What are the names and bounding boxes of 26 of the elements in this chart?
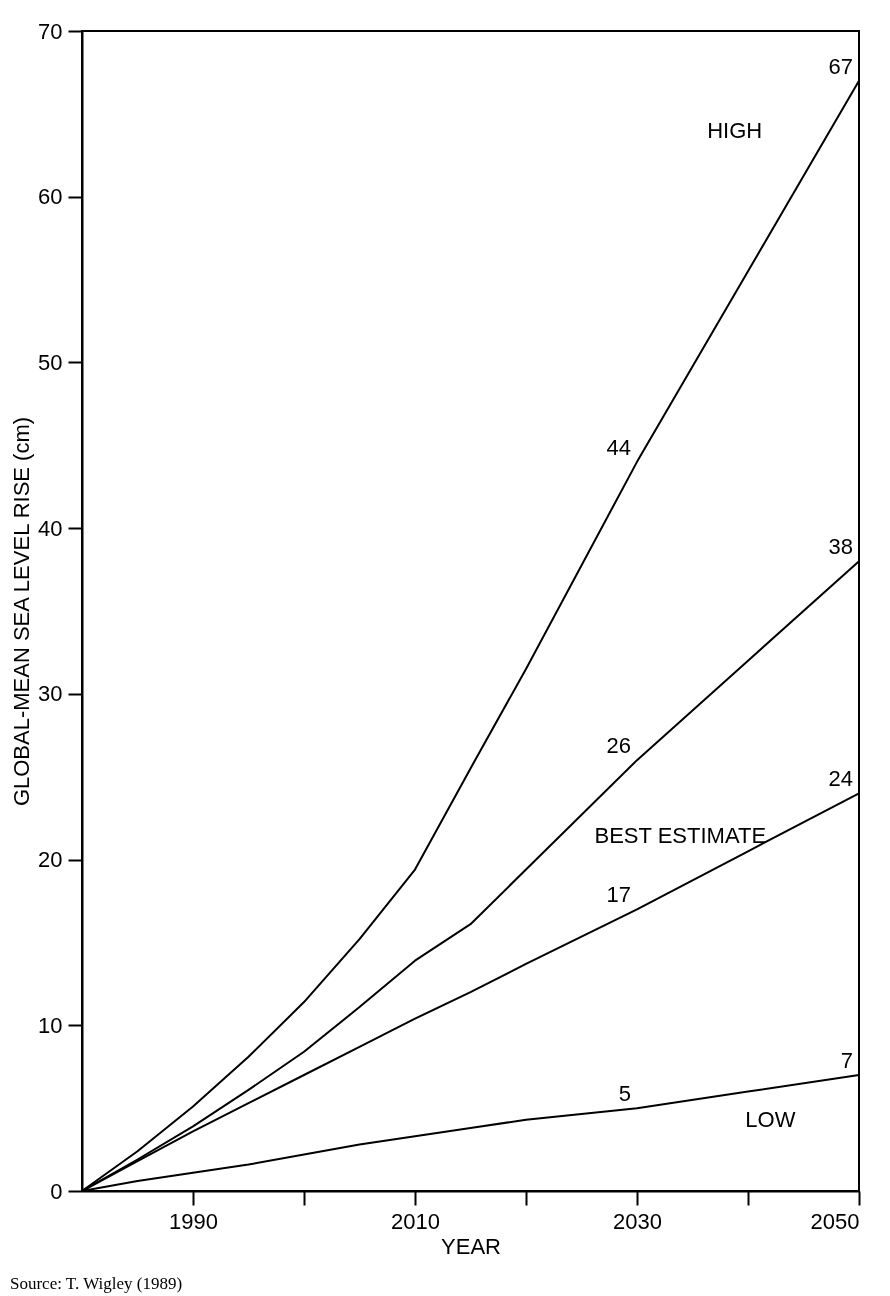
y-tick-label: 30 [38, 681, 63, 707]
data-label: 17 [606, 882, 631, 908]
y-tick-label: 60 [38, 184, 63, 210]
source-note: Source: T. Wigley (1989) [10, 1274, 184, 1294]
y-axis-title: GLOBAL-MEAN SEA LEVEL RISE (cm) [9, 416, 35, 807]
annotation: LOW [745, 1107, 796, 1133]
data-label: 38 [828, 534, 853, 560]
y-tick-label: 0 [50, 1178, 63, 1204]
data-label: 24 [828, 766, 853, 792]
y-tick-label: 40 [38, 515, 63, 541]
y-tick-label: 70 [38, 18, 63, 44]
x-tick-label: 2030 [613, 1208, 662, 1234]
annotation: BEST ESTIMATE [594, 823, 767, 849]
data-label: 67 [828, 53, 853, 79]
data-label: 26 [606, 733, 631, 759]
y-tick-label: 50 [38, 349, 63, 375]
x-tick-label: 2050 [810, 1208, 860, 1234]
y-tick-label: 10 [38, 1012, 63, 1038]
data-label: 7 [840, 1048, 853, 1073]
data-label: 5 [618, 1081, 631, 1107]
y-tick-label: 20 [38, 847, 63, 873]
x-tick-label: 2010 [391, 1208, 440, 1234]
annotation: HIGH [707, 117, 763, 143]
data-label: 44 [606, 434, 631, 460]
x-axis-title: YEAR [441, 1233, 501, 1259]
x-tick-label: 1990 [169, 1208, 218, 1234]
